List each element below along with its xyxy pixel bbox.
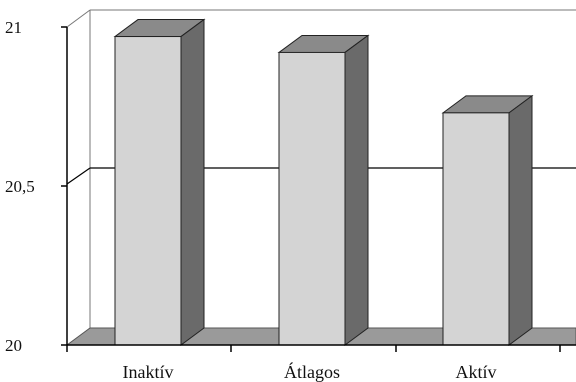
x-tick-label: Aktív	[455, 362, 496, 382]
y-ticks-group: 20 20,5 21	[5, 18, 67, 355]
bar-front-aktiv	[442, 112, 510, 346]
y-tick-label: 20	[5, 336, 22, 355]
gridline-21-diagonal	[66, 9, 91, 28]
bar-side-atlagos	[344, 34, 369, 346]
x-tick-label: Inaktív	[123, 362, 174, 382]
bar-inaktiv	[113, 18, 206, 346]
bar-atlagos	[277, 34, 370, 346]
bar-front-inaktiv	[114, 36, 182, 346]
bar-side-inaktiv	[180, 18, 205, 346]
bars-group	[113, 18, 534, 346]
back-wall-frame	[89, 9, 576, 328]
y-tick-label: 20,5	[5, 177, 35, 196]
gridline-20-5-diagonal	[66, 167, 91, 185]
x-tick-label: Átlagos	[284, 361, 340, 382]
x-ticks-group: Inaktív Átlagos Aktív	[66, 345, 561, 382]
bar-side-aktiv	[508, 94, 533, 346]
y-tick-label: 21	[5, 18, 22, 37]
bar-aktiv	[441, 94, 534, 346]
bar-front-atlagos	[278, 51, 346, 346]
